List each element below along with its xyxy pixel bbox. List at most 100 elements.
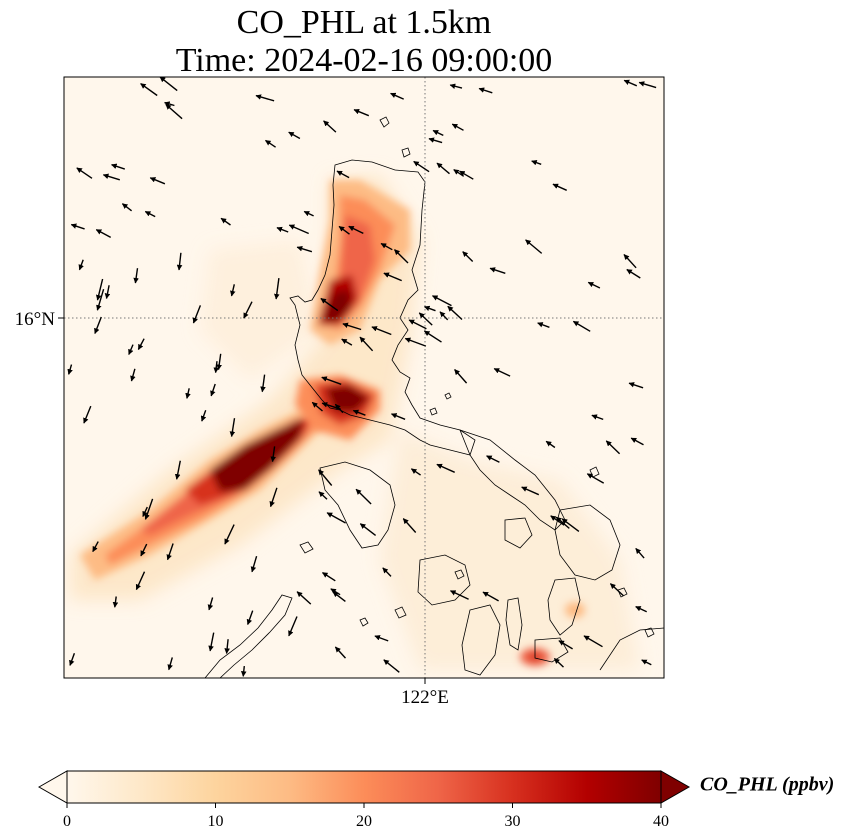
wind-arrow [359, 523, 377, 536]
wind-arrow [210, 383, 216, 397]
wind-arrow [200, 410, 207, 422]
plume-north-luzon [310, 180, 410, 345]
wind-arrow [229, 418, 236, 438]
wind-arrow [630, 437, 644, 446]
wind-arrow [382, 567, 392, 577]
wind-arrow [224, 639, 230, 654]
wind-arrow [270, 446, 276, 463]
wind-arrow [95, 278, 104, 301]
wind-arrow [383, 659, 400, 673]
wind-arrow [102, 173, 121, 181]
wind-arrow [436, 463, 455, 473]
wind-arrow [436, 162, 450, 175]
lat-label: 16°N [15, 309, 56, 330]
wind-arrow [142, 506, 148, 518]
wind-arrow [216, 353, 222, 371]
wind-arrow [413, 160, 430, 173]
colorbar-ticks: 0 10 20 30 40 [63, 803, 669, 830]
wind-arrow [144, 210, 156, 218]
wind-arrow [104, 285, 111, 300]
wind-arrow [323, 120, 337, 133]
wind-arrow [447, 305, 463, 321]
wind-arrow [638, 81, 657, 89]
wind-arrow [521, 486, 540, 496]
wind-arrow [635, 605, 647, 613]
wind-arrow [531, 160, 542, 166]
wind-arrow [338, 225, 350, 235]
wind-arrow [352, 409, 366, 416]
wind-arrow [318, 491, 328, 500]
wind-arrow [78, 259, 84, 271]
wind-arrow [449, 590, 469, 600]
wind-arrow [489, 267, 506, 274]
wind-arrow [628, 382, 644, 389]
wind-arrow [432, 129, 444, 137]
colorbar-max-extend [660, 770, 691, 804]
wind-arrow [454, 369, 468, 384]
wind-arrow [439, 311, 449, 321]
wind-arrow [240, 666, 247, 677]
wind-arrow [558, 640, 573, 650]
wind-arrow [609, 583, 624, 597]
wind-arrow [303, 210, 314, 217]
wind-arrow [318, 469, 333, 486]
wind-arrow [220, 217, 231, 226]
wind-arrow [545, 440, 556, 449]
wind-arrow [176, 252, 183, 271]
wind-arrow [164, 101, 175, 107]
wind-arrow [137, 338, 145, 350]
wind-arrow [626, 268, 641, 279]
colorbar-tick-label: 20 [356, 813, 372, 830]
colorbar-tick-label: 30 [505, 813, 521, 830]
wind-arrow [525, 239, 543, 254]
wind-arrow [265, 139, 276, 148]
wind-arrow [449, 83, 463, 89]
wind-arrow [166, 543, 174, 561]
wind-arrow [561, 518, 580, 532]
wind-arrow [70, 223, 85, 230]
colorbar-tick-label: 40 [653, 813, 669, 830]
wind-arrow [149, 177, 166, 185]
wind-arrow [591, 414, 604, 421]
wind-arrow [322, 572, 336, 582]
wind-arrow [359, 336, 374, 352]
wind-arrow [288, 131, 301, 140]
wind-arrow [486, 455, 500, 463]
wind-arrow [380, 242, 393, 251]
wind-arrow [246, 610, 254, 626]
wind-arrow [336, 170, 350, 179]
wind-arrow [288, 224, 309, 235]
wind-arrow [321, 376, 342, 385]
wind-arrow [69, 652, 76, 666]
wind-arrow [390, 92, 404, 100]
wind-arrow [478, 87, 493, 94]
wind-arrow [269, 487, 278, 508]
wind-arrow [94, 316, 102, 335]
lon-label: 122°E [401, 687, 449, 708]
wind-arrow [423, 305, 436, 312]
wind-arrow [390, 413, 406, 420]
colorbar: 0 10 20 30 40 CO_PHL (ppbv) [37, 770, 834, 830]
wind-arrow [482, 591, 499, 602]
colorbar-tick-label: 10 [208, 813, 224, 830]
wind-arrow [276, 226, 289, 233]
plume-southwest [80, 400, 330, 580]
wind-arrow [432, 295, 452, 307]
wind-arrow [111, 163, 126, 170]
wind-arrow [641, 659, 652, 666]
wind-vectors [67, 77, 657, 677]
wind-arrow [320, 297, 339, 312]
wind-arrow [321, 402, 341, 410]
wind-arrow [394, 249, 409, 264]
wind-arrow [213, 361, 219, 374]
wind-arrow [342, 322, 362, 331]
colorbar-label: CO_PHL (ppbv) [700, 774, 834, 796]
wind-arrow [224, 524, 235, 545]
wind-arrow [140, 543, 148, 557]
wind-arrow [330, 588, 341, 596]
wind-arrow [92, 541, 99, 553]
wind-arrow [207, 597, 214, 611]
wind-arrow [623, 254, 637, 269]
wind-arrow [260, 374, 266, 393]
